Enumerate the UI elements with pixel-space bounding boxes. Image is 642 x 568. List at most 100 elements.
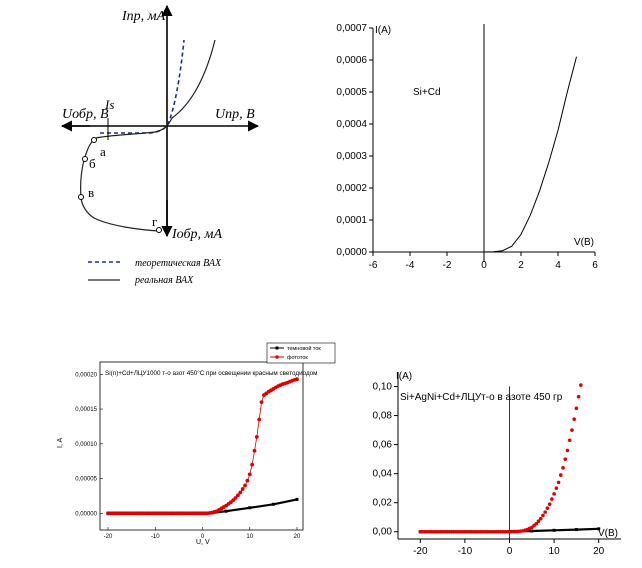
agni-dark-point [552,528,556,532]
photocurrent-y-tick-label: 0,00010 [75,442,97,448]
legend-real: реальная ВАХ [134,275,194,286]
si-cd-y-tick-label: 0,0004 [336,119,367,130]
si-cd-x-tick-label: 6 [592,260,598,271]
si-cd-curve [391,56,577,253]
agni-ylabel: I(A) [396,371,412,382]
legend-dark-marker [275,346,279,350]
agni-light-point [541,513,545,518]
si-cd-y-tick-label: 0,0001 [336,215,367,226]
photocurrent-point [240,487,245,491]
si-cd-x-tick-label: -4 [406,260,415,271]
legend-photo-marker [275,355,279,359]
agni-light-point [558,473,563,477]
axis-label-i-forward: Iпр, мА [121,9,166,24]
label-point-g: г [152,214,157,229]
photocurrent-legend: темновой ток фототок [266,342,336,364]
dark-current-point [295,497,299,501]
label-point-v: в [88,185,94,200]
photocurrent-y-tick-label: 0,00005 [75,477,97,483]
label-is: Is [104,97,114,112]
agni-x-tick-label: 0 [507,546,513,557]
agni-light-point [579,383,583,387]
legend-theoretical: теоретическая ВАХ [135,258,222,269]
si-cd-x-tick-label: 4 [555,260,561,271]
photocurrent-point [245,478,250,483]
photocurrent-point [236,493,240,498]
photocurrent-x-tick-label: 10 [246,534,253,540]
photocurrent-frame [99,361,304,531]
si-cd-y-tick-label: 0,0005 [336,87,367,98]
si-cd-x-tick-label: -2 [443,260,452,271]
agni-y-tick-label: 0,02 [373,498,393,509]
point-g [156,227,162,233]
agni-dark-point [597,527,601,531]
agni-light-point [552,492,556,496]
agni-light-point [567,438,572,443]
si-cd-y-tick-label: 0,0002 [336,183,367,194]
photocurrent-x-tick-label: -10 [151,534,160,540]
axis-label-u-reverse: Uобр, В [62,107,109,122]
si-cd-x-tick-label: -6 [369,260,378,271]
dark-current-point [224,509,228,513]
photocurrent-x-tick-label: 20 [294,534,301,540]
photocurrent-ylabel: I, A [57,438,64,448]
agni-x-tick-label: 10 [549,546,561,557]
agni-y-tick-label: 0,06 [373,440,393,451]
agni-light-point [545,506,550,510]
photocurrent-xlabel: U, V [196,539,210,546]
si-cd-xlabel: V(B) [574,237,594,248]
si-cd-x-tick-label: 0 [481,260,487,271]
point-v [78,194,84,200]
point-a [91,137,97,143]
photocurrent-chart: -20 -10 0 10 20 0,00000 0,00005 0,00010 0,00015 0… [57,342,336,546]
agni-chart: -20 -10 0 10 20 0,00 0,02 0,04 0,06 0,08 0,10 Si+A… [373,371,621,557]
photocurrent-x-tick-label: 0 [201,534,205,540]
real-curve [80,39,216,232]
agni-light-point [550,497,554,501]
agni-x-tick-label: -20 [413,546,428,557]
photocurrent-point [233,496,238,500]
photocurrent-point [252,448,257,453]
si-cd-annotation: Si+Cd [413,87,441,98]
si-cd-y-tick-label: 0,0000 [336,247,367,258]
photocurrent-series [108,378,298,514]
agni-light-point [574,406,579,411]
photocurrent-y-tick-label: 0,00015 [75,407,97,413]
agni-light-point [543,510,547,514]
axis-label-u-forward: Uпр, В [215,107,255,122]
photocurrent-point [247,472,252,477]
photocurrent-point [250,462,255,467]
agni-y-tick-label: 0,04 [373,469,393,480]
agni-light-point [572,417,576,421]
si-cd-y-tick-label: 0,0003 [336,151,367,162]
point-b [82,156,88,162]
agni-light-point [570,428,574,432]
si-cd-chart: -6 -4 -2 0 2 4 6 0,0000 0,0001 0,0002 0,0003 0,0004… [336,23,598,271]
si-cd-x-tick-label: 2 [518,260,524,271]
legend-photo-label: фототок [287,355,308,361]
agni-y-tick-label: 0,00 [373,527,393,538]
agni-light-point [556,480,561,485]
photocurrent-x-tick-label: -20 [104,534,113,540]
agni-light-point [563,457,568,461]
agni-x-tick-label: 20 [593,546,605,557]
legend-dark-label: темновой ток [287,345,321,352]
photocurrent-point [257,417,262,422]
agni-annotation: Si+AgNi+Cd+ЛЦУт-о в азоте 450 гр [400,392,563,403]
dark-current-point [248,506,252,510]
photocurrent-point [295,377,299,382]
agni-y-tick-label: 0,08 [373,411,393,422]
si-cd-y-tick-label: 0,0007 [336,23,367,34]
si-cd-ylabel: I(A) [375,25,391,36]
agni-x-tick-label: -10 [458,546,473,557]
agni-light-point [536,519,541,524]
photocurrent-point [259,400,264,405]
photocurrent-point [238,490,243,495]
agni-light-point [538,516,543,521]
photocurrent-point [243,483,247,488]
agni-y-tick-label: 0,10 [373,382,393,393]
si-cd-y-tick-label: 0,0006 [336,55,367,66]
photocurrent-point [254,434,259,439]
axis-label-i-reverse: Iобр, мА [171,227,222,242]
